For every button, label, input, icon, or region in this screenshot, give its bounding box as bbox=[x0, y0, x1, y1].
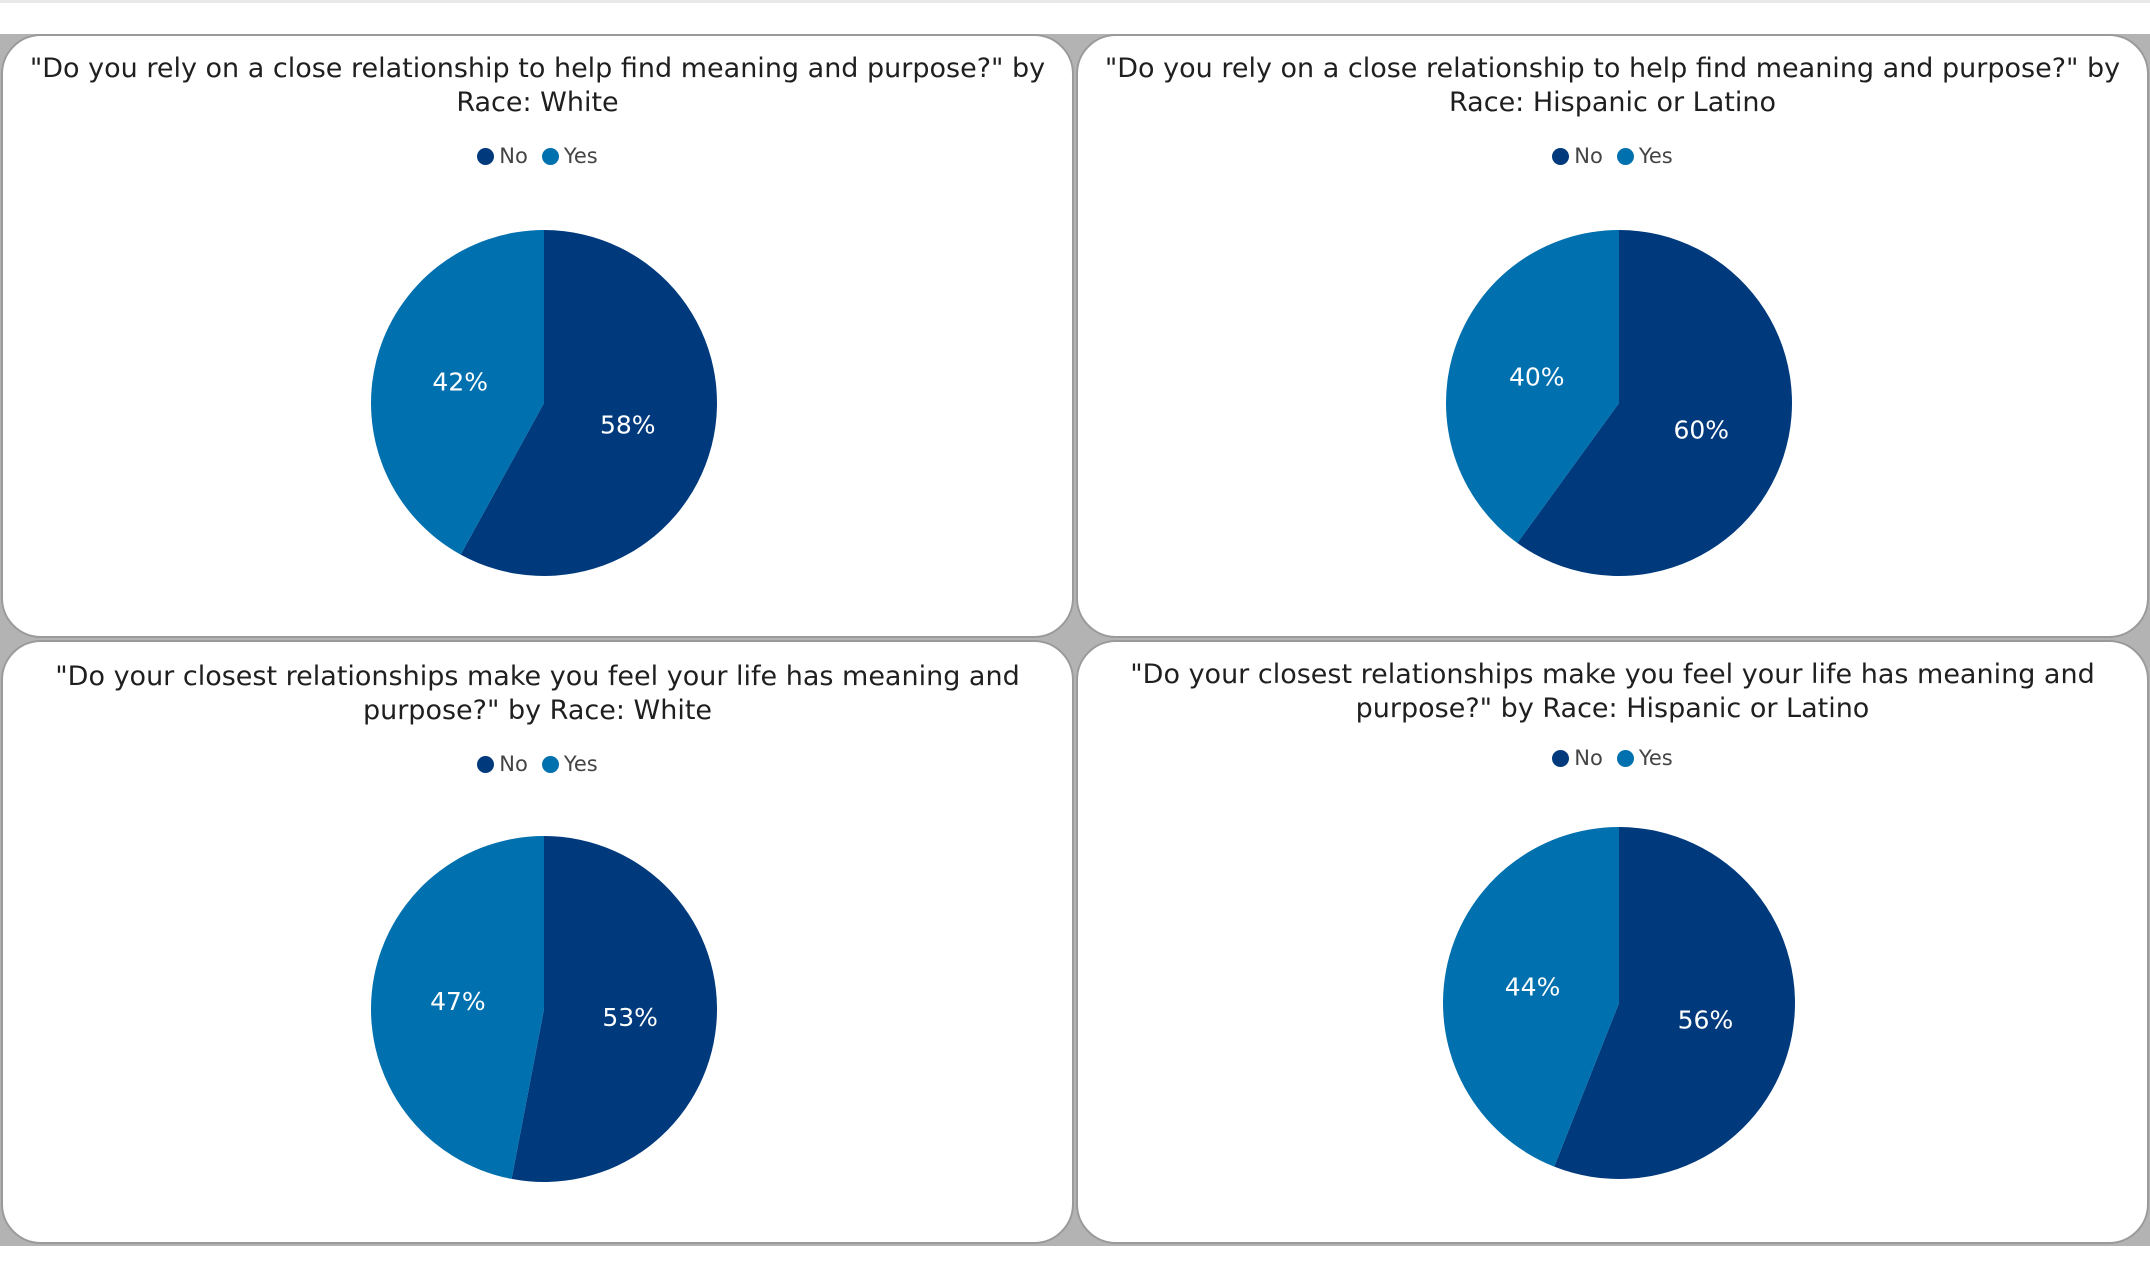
data-label-yes: 44% bbox=[1505, 973, 1561, 1002]
data-label-yes: 42% bbox=[432, 367, 488, 396]
legend-item-yes: Yes bbox=[541, 144, 598, 168]
legend-label-yes: Yes bbox=[563, 752, 598, 776]
chart-legend: No Yes bbox=[3, 752, 1072, 776]
data-label-yes: 47% bbox=[430, 987, 486, 1016]
pie-slice-yes bbox=[371, 230, 544, 555]
data-label-no: 53% bbox=[602, 1003, 658, 1032]
legend-item-yes: Yes bbox=[541, 752, 598, 776]
pie-slice-yes bbox=[1443, 827, 1619, 1167]
pie-chart: 58% 42% bbox=[371, 230, 717, 576]
chart-panel-rely-hispanic: "Do you rely on a close relationship to … bbox=[1076, 34, 2149, 638]
page-top-line bbox=[0, 0, 2150, 3]
pie-slice-no bbox=[1517, 230, 1792, 576]
legend-label-yes: Yes bbox=[1638, 746, 1673, 770]
legend-swatch-yes bbox=[541, 147, 559, 165]
legend-label-no: No bbox=[499, 144, 528, 168]
legend-label-no: No bbox=[1574, 144, 1603, 168]
pie-chart: 56% 44% bbox=[1443, 827, 1795, 1179]
legend-label-yes: Yes bbox=[563, 144, 598, 168]
chart-legend: No Yes bbox=[1078, 144, 2147, 168]
chart-title: "Do your closest relationships make you … bbox=[55, 661, 1020, 726]
chart-panel-closest-white: "Do your closest relationships make you … bbox=[1, 640, 1074, 1244]
data-label-no: 56% bbox=[1678, 1005, 1734, 1034]
legend-label-no: No bbox=[499, 752, 528, 776]
pie-chart: 60% 40% bbox=[1446, 230, 1792, 576]
legend-item-yes: Yes bbox=[1616, 746, 1673, 770]
pie-slice-yes bbox=[370, 836, 544, 1179]
legend-swatch-no bbox=[477, 147, 495, 165]
chart-panel-closest-hispanic: "Do your closest relationships make you … bbox=[1076, 640, 2149, 1244]
chart-title: "Do you rely on a close relationship to … bbox=[1104, 53, 2121, 118]
legend-swatch-yes bbox=[541, 755, 559, 773]
legend-swatch-no bbox=[477, 755, 495, 773]
legend-item-no: No bbox=[1552, 746, 1603, 770]
legend-item-no: No bbox=[477, 144, 528, 168]
pie-slice-no bbox=[460, 230, 717, 576]
pie-slice-yes bbox=[1446, 230, 1619, 543]
legend-label-no: No bbox=[1574, 746, 1603, 770]
chart-panel-rely-white: "Do you rely on a close relationship to … bbox=[1, 34, 1074, 638]
legend-swatch-no bbox=[1552, 749, 1570, 767]
pie-slice-no bbox=[1554, 827, 1795, 1179]
legend-swatch-no bbox=[1552, 147, 1570, 165]
data-label-no: 60% bbox=[1673, 416, 1729, 445]
chart-title: "Do you rely on a close relationship to … bbox=[29, 53, 1046, 118]
data-label-no: 58% bbox=[600, 411, 656, 440]
legend-label-yes: Yes bbox=[1638, 144, 1673, 168]
legend-swatch-yes bbox=[1616, 147, 1634, 165]
data-label-yes: 40% bbox=[1509, 362, 1565, 391]
chart-title: "Do your closest relationships make you … bbox=[1130, 659, 2095, 724]
pie-slice-no bbox=[511, 836, 717, 1182]
chart-legend: No Yes bbox=[3, 144, 1072, 168]
pie-chart: 53% 47% bbox=[370, 836, 717, 1182]
chart-legend: No Yes bbox=[1078, 746, 2147, 770]
legend-swatch-yes bbox=[1616, 749, 1634, 767]
legend-item-no: No bbox=[1552, 144, 1603, 168]
legend-item-yes: Yes bbox=[1616, 144, 1673, 168]
legend-item-no: No bbox=[477, 752, 528, 776]
